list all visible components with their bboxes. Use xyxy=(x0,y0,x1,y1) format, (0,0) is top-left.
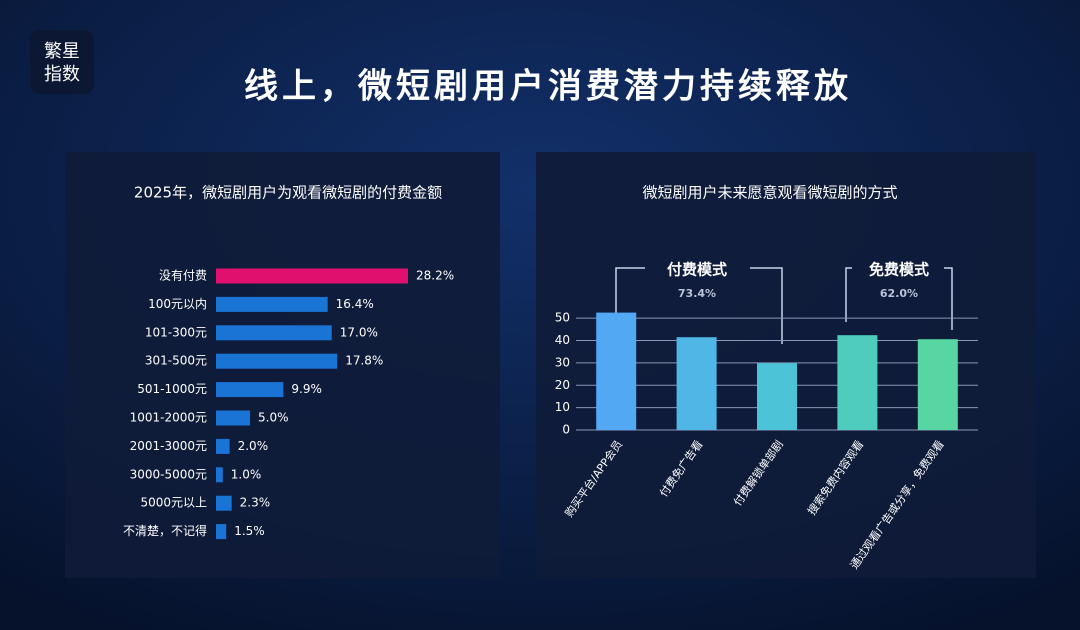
bar xyxy=(216,382,284,398)
bar xyxy=(917,339,958,430)
value-label: 2.3% xyxy=(240,496,271,510)
value-label: 17.0% xyxy=(340,325,378,339)
bracket xyxy=(944,267,953,330)
category-label: 2001-3000元 xyxy=(130,439,207,453)
bar xyxy=(216,268,408,284)
y-tick-label: 50 xyxy=(555,311,570,325)
group-label: 付费模式 xyxy=(667,261,727,279)
bar xyxy=(216,438,230,454)
category-label: 1001-2000元 xyxy=(130,411,207,425)
category-label: 不清楚，不记得 xyxy=(123,523,207,538)
y-tick-label: 10 xyxy=(555,400,570,414)
y-tick-label: 30 xyxy=(555,355,570,369)
group-share: 62.0% xyxy=(880,287,918,300)
value-label: 5.0% xyxy=(258,411,289,425)
value-label: 17.8% xyxy=(345,354,383,368)
y-tick-label: 40 xyxy=(555,333,570,347)
bar xyxy=(216,296,328,312)
category-label: 100元以内 xyxy=(148,297,207,311)
value-label: 1.5% xyxy=(234,524,265,538)
value-label: 1.0% xyxy=(231,467,262,481)
page-title: 线上，微短剧用户消费潜力持续释放 xyxy=(244,67,852,107)
logo-text: 指数 xyxy=(44,64,80,85)
bar xyxy=(216,353,338,369)
value-label: 9.9% xyxy=(291,382,322,396)
bar xyxy=(216,467,223,483)
y-tick-label: 20 xyxy=(555,378,570,392)
bar xyxy=(757,363,797,430)
bracket xyxy=(845,267,852,322)
category-label: 301-500元 xyxy=(145,354,207,368)
bracket xyxy=(615,267,645,314)
y-tick-label: 0 xyxy=(562,423,570,437)
logo-text: 繁星 xyxy=(44,41,80,62)
bar xyxy=(837,335,878,430)
chart-title: 微短剧用户未来愿意观看微短剧的方式 xyxy=(642,184,897,202)
category-label: 501-1000元 xyxy=(137,382,207,396)
bar xyxy=(216,410,251,426)
group-label: 免费模式 xyxy=(869,261,929,279)
bar xyxy=(676,337,717,430)
value-label: 16.4% xyxy=(336,297,374,311)
group-share: 73.4% xyxy=(678,287,716,300)
bar xyxy=(216,524,227,540)
category-label: 没有付费 xyxy=(159,268,207,283)
value-label: 28.2% xyxy=(416,269,454,283)
bar xyxy=(216,325,332,341)
category-label: 101-300元 xyxy=(145,325,207,339)
category-label: 5000元以上 xyxy=(140,496,207,510)
value-label: 2.0% xyxy=(238,439,268,453)
logo-box xyxy=(30,30,94,94)
category-label: 3000-5000元 xyxy=(130,467,207,481)
bar xyxy=(596,312,637,430)
bar xyxy=(216,495,232,511)
chart-title: 2025年，微短剧用户为观看微短剧的付费金额 xyxy=(134,184,442,202)
